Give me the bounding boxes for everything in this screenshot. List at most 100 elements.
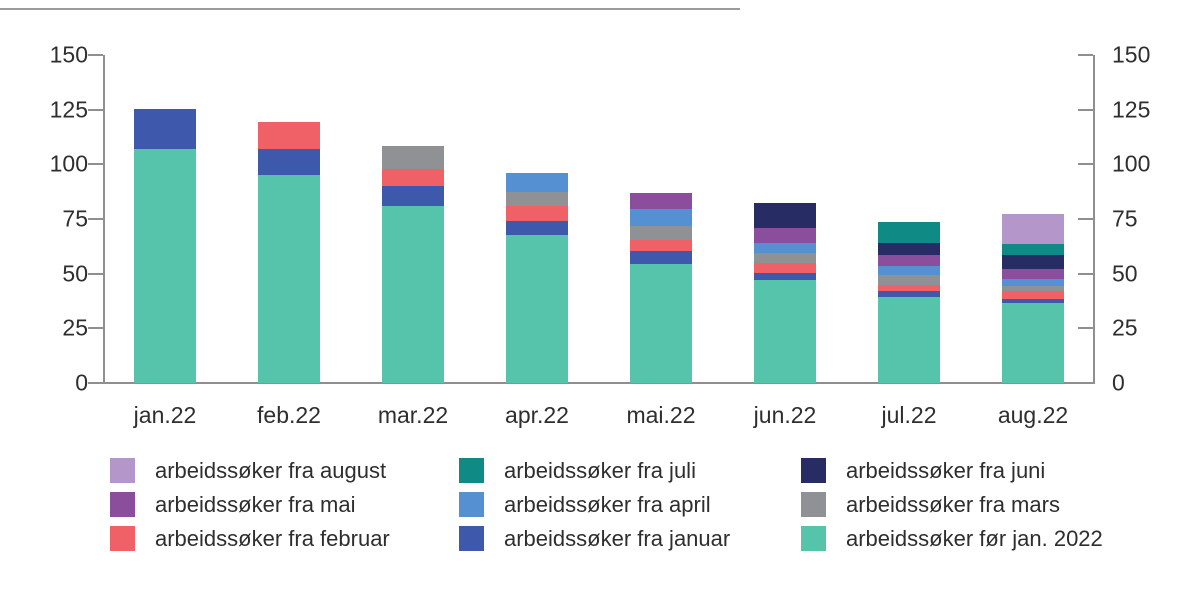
legend-item: arbeidssøker fra mai [110,492,390,517]
legend-item: arbeidssøker fra august [110,458,390,483]
legend-label: arbeidssøker fra juni [846,457,1046,483]
y-tick-label-right: 150 [1112,41,1151,68]
legend-item: arbeidssøker fra januar [459,526,730,551]
legend-label: arbeidssøker fra august [155,457,387,483]
x-tick-label: jul.22 [881,402,937,428]
y-tick-right [1078,54,1093,56]
bar-segment-feb.22-arbeidssøker-før-jan.-2022 [258,175,320,383]
bar-segment-aug.22-arbeidssøker-fra-juli [1002,244,1064,256]
legend-item: arbeidssøker fra juni [801,458,1103,483]
y-tick-label-left: 50 [62,260,88,287]
bar-segment-aug.22-arbeidssøker-fra-april [1002,279,1064,286]
y-tick-left [88,54,103,56]
y-tick-right [1078,382,1093,384]
legend-label: arbeidssøker fra februar [155,525,390,551]
legend-column: arbeidssøker fra juni arbeidssøker fra ma… [801,458,1103,551]
legend-swatch-icon [801,526,826,551]
bar-segment-aug.22-arbeidssøker-fra-august [1002,213,1064,245]
y-tick-label-right: 25 [1112,314,1138,341]
y-tick-left [88,108,103,111]
legend-item: arbeidssøker før jan. 2022 [801,526,1103,551]
bar-segment-jun.22-arbeidssøker-fra-februar [754,262,816,273]
y-tick-left [88,382,103,384]
y-tick-label-left: 0 [75,369,88,396]
bar-segment-apr.22-arbeidssøker-fra-februar [506,205,568,222]
legend-label: arbeidssøker fra januar [504,525,731,551]
bar-segment-jul.22-arbeidssøker-fra-juni [878,243,940,256]
bar-segment-jul.22-arbeidssøker-fra-januar [878,291,940,297]
legend-swatch-icon [110,458,135,483]
legend-item: arbeidssøker fra februar [110,526,390,551]
bar-segment-aug.22-arbeidssøker-fra-februar [1002,291,1064,299]
legend-item: arbeidssøker fra mars [801,492,1103,517]
bar-segment-mai.22-arbeidssøker-fra-februar [630,239,692,251]
legend-column: arbeidssøker fra august arbeidssøker fra … [110,458,390,551]
x-tick-label: feb.22 [257,402,321,428]
x-tick-label: mar.22 [377,402,449,428]
y-tick-label-right: 125 [1112,96,1151,123]
bar-segment-jun.22-arbeidssøker-fra-juni [754,202,816,228]
bar-segment-mai.22-arbeidssøker-fra-januar [630,250,692,264]
bar-segment-jul.22-arbeidssøker-fra-april [878,266,940,275]
bar-segment-mai.22-arbeidssøker-før-jan.-2022 [630,263,692,383]
x-tick-label: apr.22 [505,402,569,428]
bar-segment-feb.22-arbeidssøker-fra-februar [258,121,320,150]
y-tick-label-left: 100 [49,150,88,177]
x-tick-label: jun.22 [753,402,817,428]
y-axis-right [1093,55,1095,383]
legend-column: arbeidssøker fra juli arbeidssøker fra ap… [459,458,730,551]
bar-segment-aug.22-arbeidssøker-før-jan.-2022 [1002,303,1064,383]
y-tick-right [1078,108,1093,111]
bar-segment-aug.22-arbeidssøker-fra-mars [1002,285,1064,292]
y-tick-label-left: 25 [62,314,88,341]
bar-segment-jun.22-arbeidssøker-fra-januar [754,272,816,281]
bar-segment-feb.22-arbeidssøker-fra-januar [258,149,320,176]
y-tick-right [1078,327,1093,330]
bar-segment-apr.22-arbeidssøker-før-jan.-2022 [506,235,568,383]
legend-label: arbeidssøker fra mai [155,491,356,517]
x-axis [103,382,1095,384]
x-tick-label: mai.22 [626,402,696,428]
y-tick-label-right: 100 [1112,150,1151,177]
legend-swatch-icon [801,458,826,483]
bar-segment-aug.22-arbeidssøker-fra-januar [1002,298,1064,304]
bar-segment-jan.22-arbeidssøker-før-jan.-2022 [134,149,196,383]
y-tick-right [1078,218,1093,220]
y-tick-label-right: 0 [1112,369,1125,396]
y-tick-label-right: 75 [1112,205,1138,232]
bar-segment-mar.22-arbeidssøker-fra-februar [382,168,444,187]
legend-label: arbeidssøker før jan. 2022 [846,525,1103,551]
bar-segment-jun.22-arbeidssøker-fra-april [754,243,816,253]
bar-segment-jun.22-arbeidssøker-fra-mars [754,252,816,263]
x-tick-label: jan.22 [133,402,197,428]
bar-segment-apr.22-arbeidssøker-fra-mars [506,191,568,206]
bar-segment-jul.22-arbeidssøker-fra-mai [878,255,940,266]
bar-segment-jun.22-arbeidssøker-fra-mai [754,227,816,244]
y-tick-left [88,327,103,330]
bar-segment-aug.22-arbeidssøker-fra-juni [1002,255,1064,270]
bar-segment-jun.22-arbeidssøker-før-jan.-2022 [754,280,816,383]
legend-label: arbeidssøker fra mars [846,491,1060,517]
legend-label: arbeidssøker fra juli [504,457,696,483]
bar-segment-jul.22-arbeidssøker-fra-mars [878,274,940,285]
legend-swatch-icon [459,492,484,517]
y-tick-left [88,272,103,275]
y-tick-left [88,163,103,166]
figure-top-rule [0,8,740,10]
bar-segment-mar.22-arbeidssøker-før-jan.-2022 [382,205,444,383]
bar-segment-mai.22-arbeidssøker-fra-april [630,209,692,226]
bar-segment-mar.22-arbeidssøker-fra-januar [382,186,444,206]
legend-swatch-icon [459,526,484,551]
legend-item: arbeidssøker fra juli [459,458,730,483]
y-tick-label-left: 150 [49,41,88,68]
bar-segment-jul.22-arbeidssøker-før-jan.-2022 [878,296,940,383]
legend-item: arbeidssøker fra april [459,492,730,517]
legend-swatch-icon [110,526,135,551]
legend-swatch-icon [459,458,484,483]
legend-swatch-icon [801,492,826,517]
legend-label: arbeidssøker fra april [504,491,711,517]
bar-segment-mai.22-arbeidssøker-fra-mai [630,192,692,210]
bar-segment-aug.22-arbeidssøker-fra-mai [1002,269,1064,280]
y-axis-left [103,55,105,383]
